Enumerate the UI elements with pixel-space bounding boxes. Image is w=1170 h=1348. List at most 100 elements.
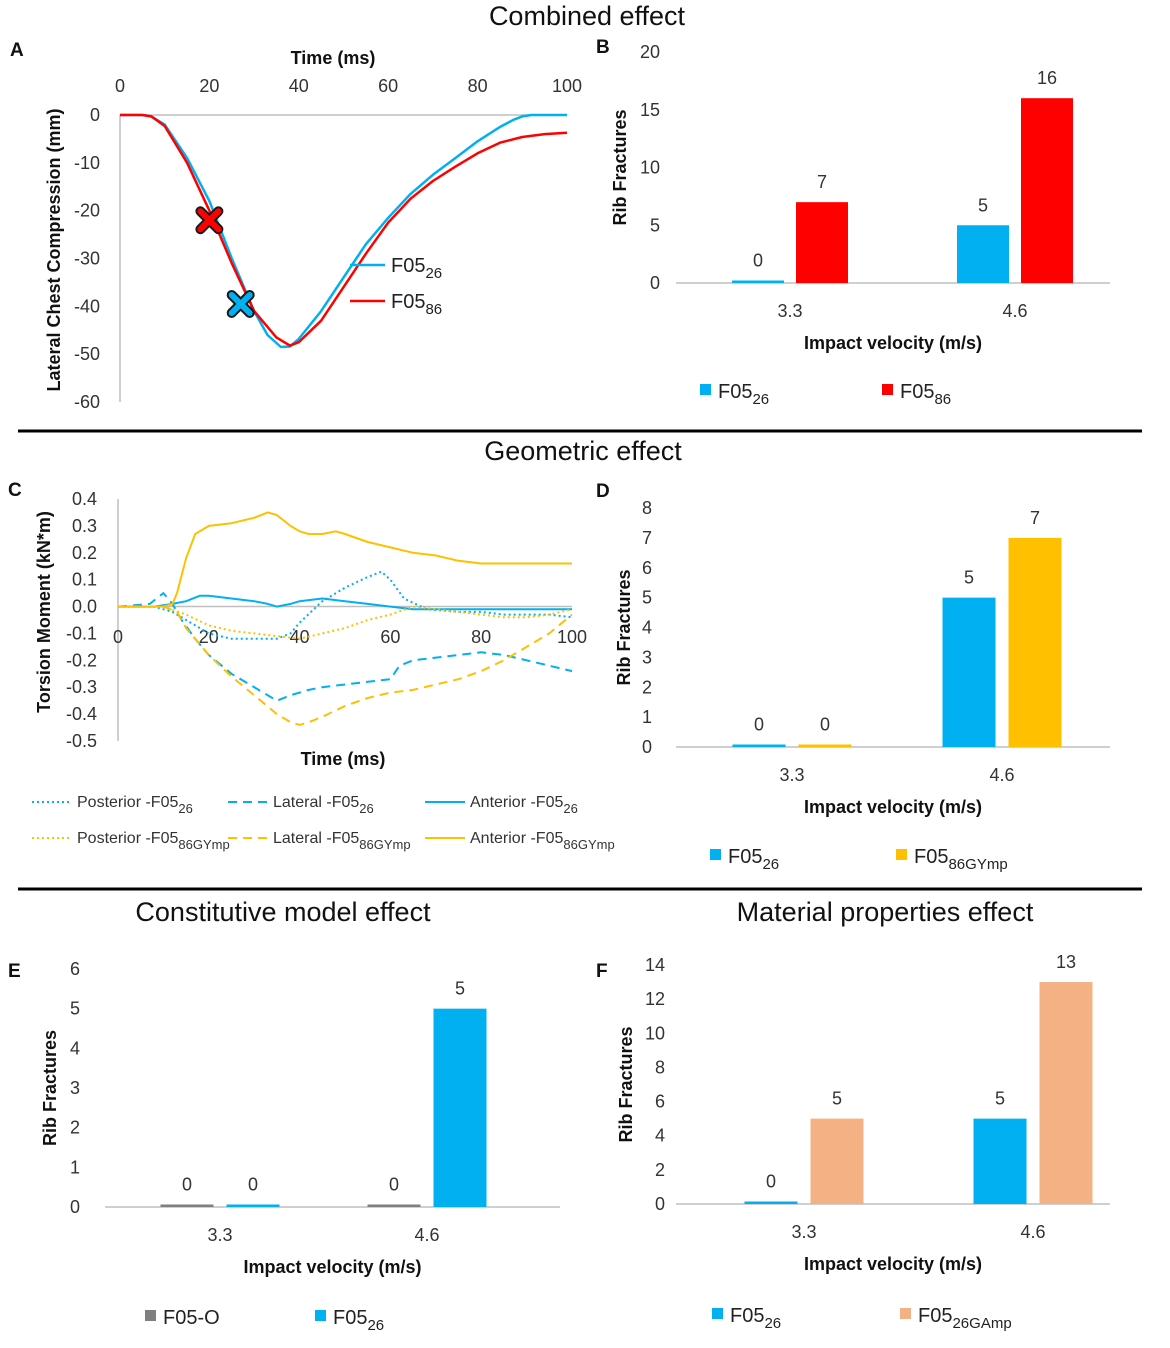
legend-label-sub: 26 — [563, 801, 577, 816]
y-tick-label: 7 — [642, 528, 652, 548]
x-tick-label: 3.3 — [779, 765, 804, 785]
bar-f0526 — [433, 1008, 487, 1207]
bar-data-label: 0 — [766, 1172, 776, 1192]
x-tick-label: 100 — [557, 627, 587, 647]
x-tick-label: 60 — [380, 627, 400, 647]
legend-label: F0526 — [391, 255, 442, 282]
legend-swatch — [700, 384, 711, 395]
legend-label: Anterior -F0526 — [470, 794, 578, 816]
bar-f0526gamp — [810, 1118, 864, 1204]
y-tick-label: 3 — [70, 1078, 80, 1098]
y-tick-label: 8 — [655, 1057, 665, 1077]
legend-label: F0526 — [718, 381, 769, 408]
legend-label-main: F05 — [391, 291, 425, 313]
series-line-anterior-f0526 — [118, 594, 572, 611]
panel-letter-a: A — [10, 40, 24, 61]
y-tick-label: 0.1 — [72, 570, 97, 590]
x-tick-label: 20 — [199, 76, 219, 96]
y-tick-label: -0.2 — [66, 650, 97, 670]
y-tick-label: 20 — [640, 42, 660, 62]
bar-data-label: 0 — [182, 1175, 192, 1195]
bar-data-label: 5 — [995, 1089, 1005, 1109]
fracture-marker — [228, 291, 253, 316]
bar-f0586 — [1021, 98, 1073, 283]
y-tick-label: 0.4 — [72, 489, 97, 509]
legend-label: F0526 — [730, 1305, 781, 1332]
bar-f0526 — [957, 225, 1009, 283]
panel-letter-c: C — [8, 480, 22, 501]
y-tick-label: 0 — [650, 273, 660, 293]
legend-label: Anterior -F0586GYmp — [470, 830, 615, 852]
y-tick-label: 2 — [70, 1118, 80, 1138]
y-tick-label: 0 — [642, 737, 652, 757]
legend-label-main: Lateral -F05 — [273, 830, 359, 847]
panel-letter-b: B — [596, 37, 610, 58]
bar-f05-o — [160, 1204, 214, 1207]
y-tick-label: 14 — [645, 955, 665, 975]
x-tick-label: 3.3 — [777, 301, 802, 321]
y-tick-label: 5 — [642, 588, 652, 608]
y-tick-label: 5 — [70, 999, 80, 1019]
chart-a-xlabel: Time (ms) — [291, 48, 376, 68]
bar-f0526 — [942, 597, 996, 747]
y-tick-label: -0.3 — [66, 677, 97, 697]
x-tick-label: 0 — [113, 627, 123, 647]
legend-label-sub: 26 — [762, 856, 779, 873]
bar-f0526 — [744, 1201, 798, 1204]
bar-data-label: 7 — [817, 172, 827, 192]
series-line-f0586 — [120, 113, 568, 347]
legend-label-sub: 26 — [359, 801, 373, 816]
x-axis-title: Impact velocity (m/s) — [804, 797, 982, 817]
legend-label: Lateral -F0586GYmp — [273, 830, 411, 852]
x-tick-label: 20 — [199, 627, 219, 647]
legend-label-sub: 86GYmp — [178, 837, 229, 852]
y-axis-title: Rib Fractures — [610, 109, 630, 225]
legend-label: F0526 — [333, 1307, 384, 1334]
y-tick-label: -10 — [74, 153, 100, 173]
legend-label-sub: 86GYmp — [563, 837, 614, 852]
series-line-lateral-f0586gymp — [118, 605, 573, 726]
chart-e-rib-fractures: 0 1 2 3 4 5 6 Rib Fractures 3.3 4.6 Impact velocit… — [40, 959, 560, 1334]
y-tick-label: 12 — [645, 989, 665, 1009]
chart-f-rib-fractures: 0 2 4 6 8 10 12 14 Rib Fractures 3.3 4.6 Impact vel… — [616, 952, 1110, 1332]
bar-f0526 — [732, 280, 784, 283]
series-line-posterior-f0586gymp — [118, 605, 573, 640]
legend-label-sub: 26GAmp — [952, 1315, 1011, 1332]
bar-data-label: 5 — [978, 195, 988, 215]
x-tick-label: 4.6 — [414, 1225, 439, 1245]
y-tick-label: 1 — [642, 707, 652, 727]
y-tick-label: 1 — [70, 1157, 80, 1177]
legend-swatch — [882, 384, 893, 395]
x-tick-label: 40 — [289, 76, 309, 96]
x-tick-label: 0 — [115, 76, 125, 96]
panel-letter-d: D — [596, 481, 610, 502]
legend-label-main: F05 — [728, 846, 762, 868]
x-tick-label: 3.3 — [207, 1225, 232, 1245]
x-tick-label: 4.6 — [989, 765, 1014, 785]
legend-label: F0586 — [900, 381, 951, 408]
legend-swatch — [145, 1310, 156, 1321]
y-tick-label: -20 — [74, 201, 100, 221]
legend-label-main: F05 — [914, 846, 948, 868]
y-tick-label: 4 — [642, 618, 652, 638]
chart-b-rib-fractures: 0 5 10 15 20 Rib Fractures 3.3 4.6 Impact veloci… — [610, 42, 1110, 408]
y-tick-label: 6 — [70, 959, 80, 979]
chart-a-ylabel: Lateral Chest Compression (mm) — [44, 108, 64, 391]
chart-d-rib-fractures: 0 1 2 3 4 5 6 7 8 Rib Fractures 3.3 4.6 Impact veloc… — [614, 498, 1110, 873]
bar-f0526 — [226, 1204, 280, 1207]
y-axis-title: Rib Fractures — [614, 569, 634, 685]
section-title-material: Material properties effect — [737, 897, 1034, 927]
legend-swatch — [710, 849, 721, 860]
x-axis-title: Impact velocity (m/s) — [804, 1254, 982, 1274]
bar-data-label: 16 — [1037, 68, 1057, 88]
legend-swatch — [896, 849, 907, 860]
legend-label: Posterior -F0586GYmp — [77, 830, 230, 852]
legend-label-sub: 26 — [367, 1317, 384, 1334]
legend-label-main: F05 — [918, 1305, 952, 1327]
legend-swatch — [315, 1310, 326, 1321]
y-tick-label: -50 — [74, 344, 100, 364]
y-tick-label: 4 — [655, 1126, 665, 1146]
legend-label: F0526 — [728, 846, 779, 873]
bar-data-label: 5 — [964, 568, 974, 588]
legend-label-main: F05 — [333, 1307, 367, 1329]
